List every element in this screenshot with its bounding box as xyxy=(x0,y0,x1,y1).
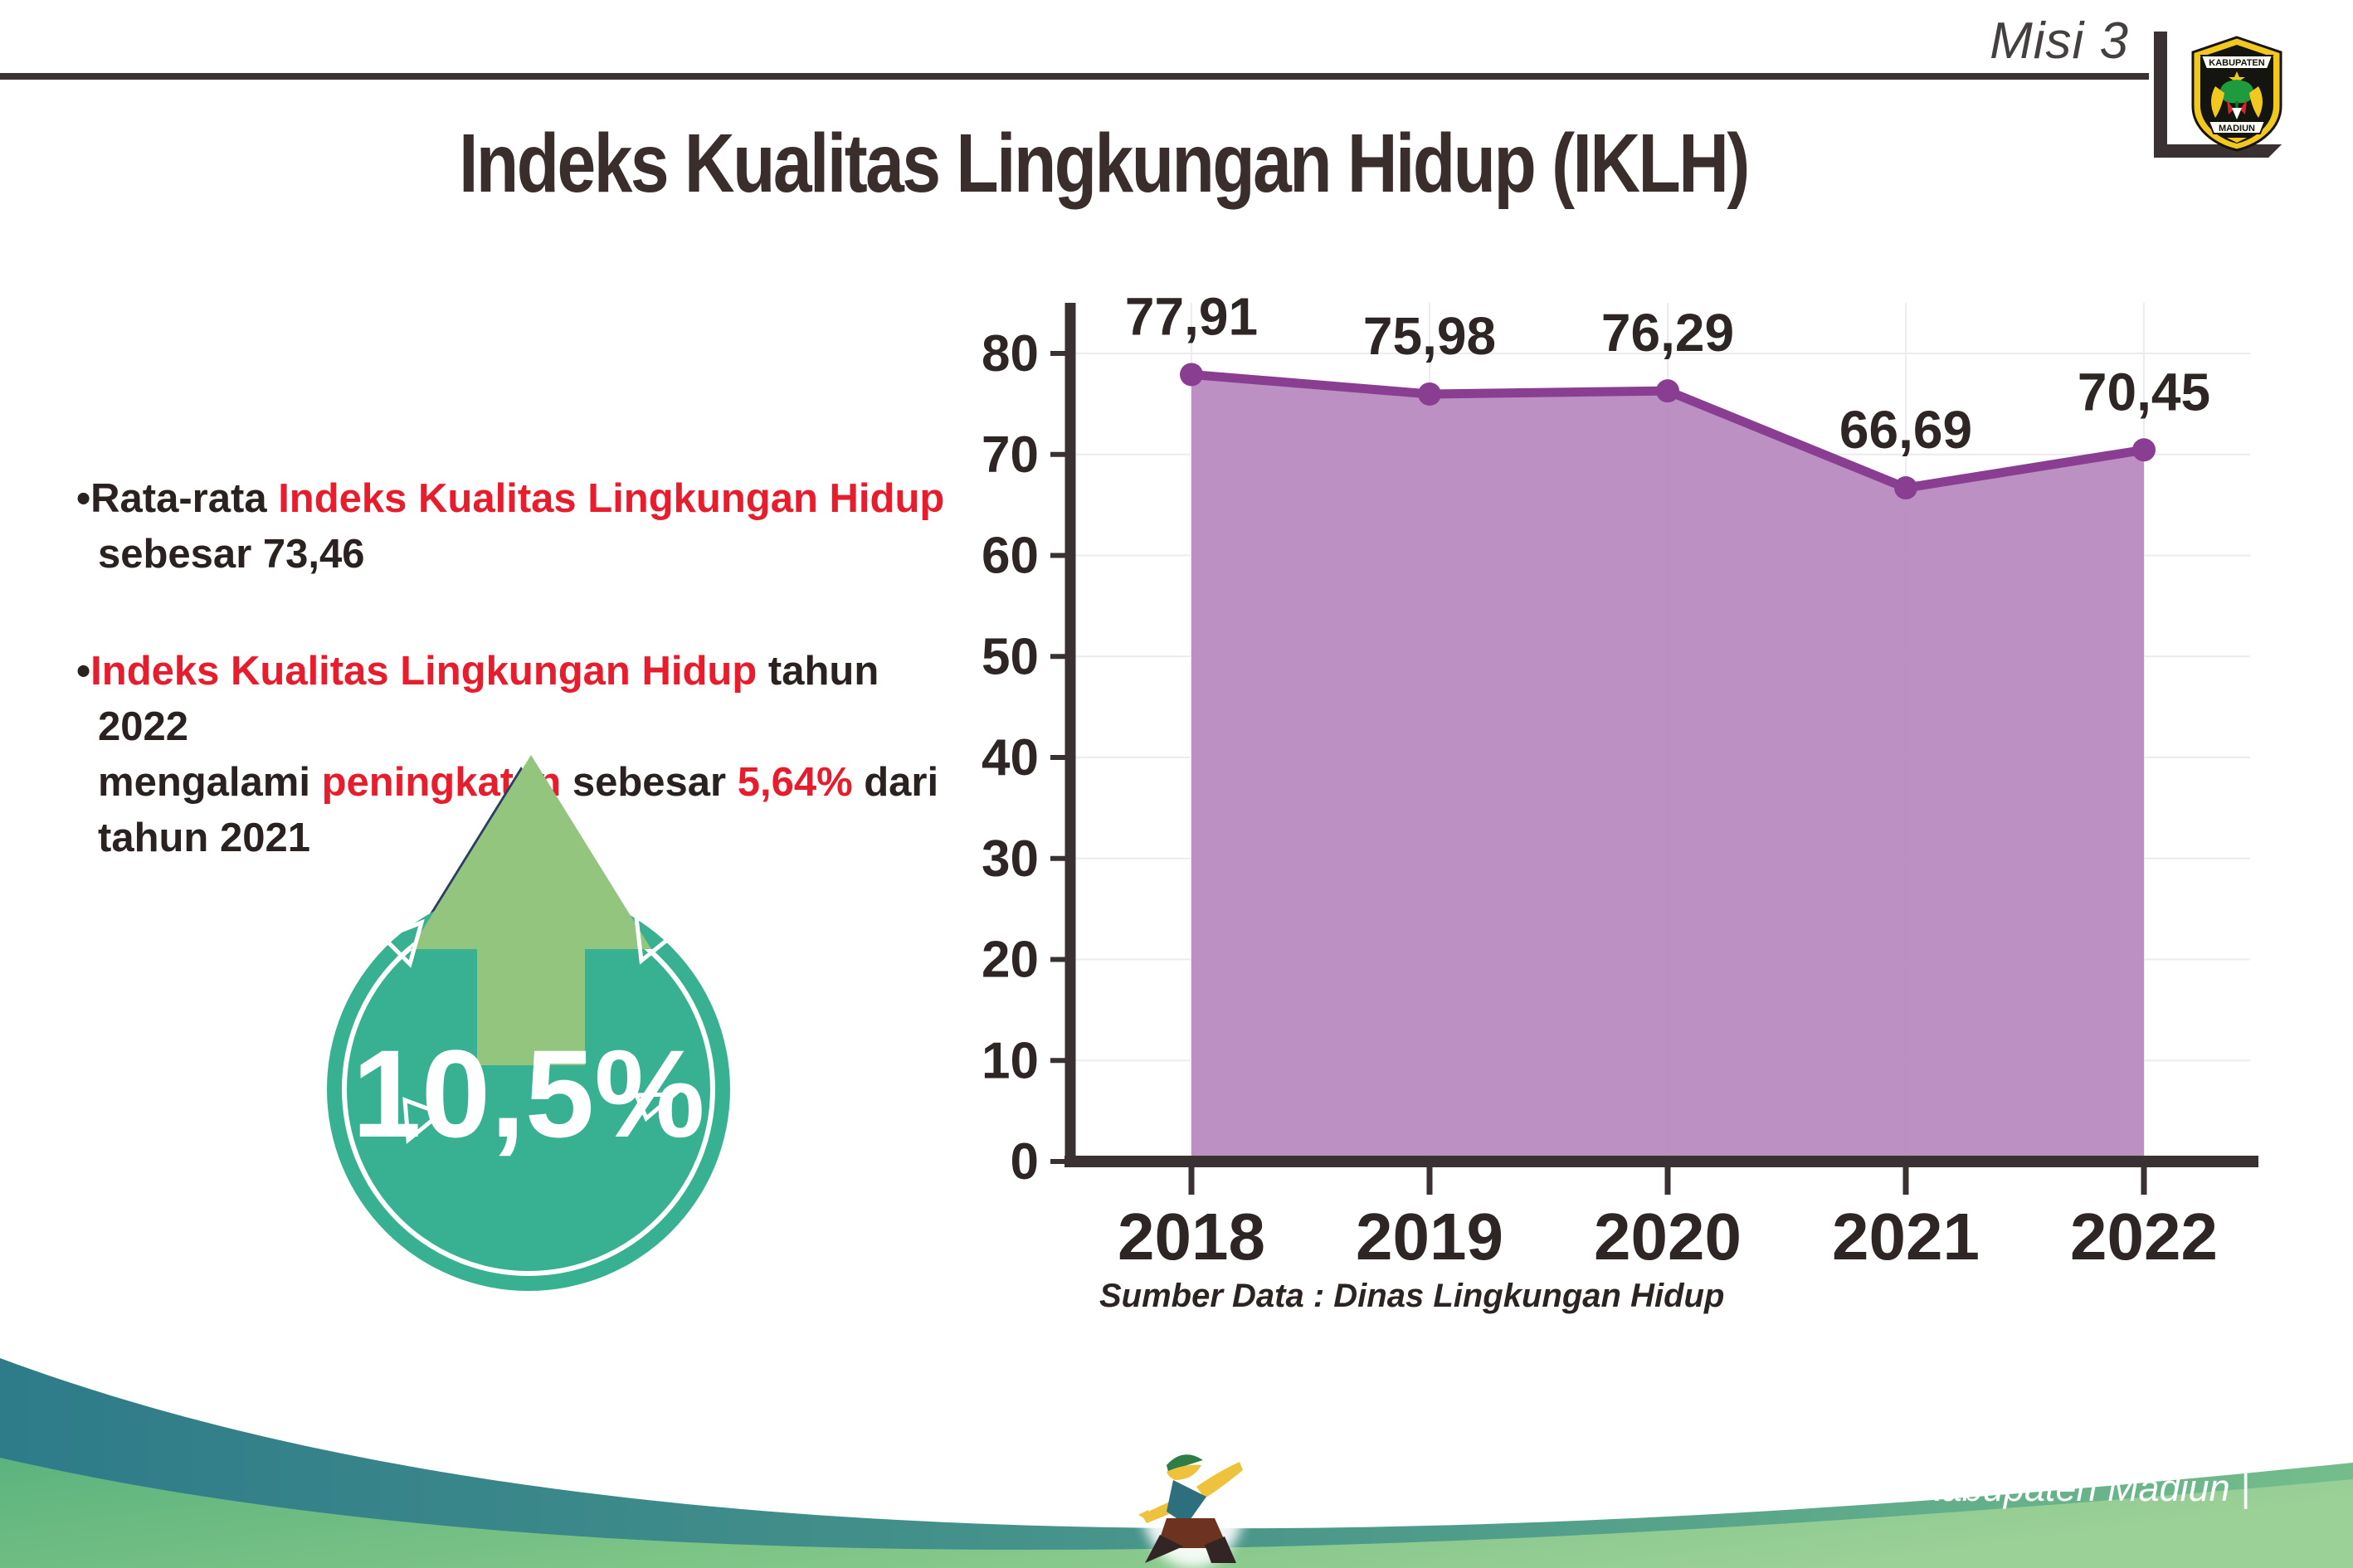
logo-wing-right xyxy=(2249,86,2263,118)
wave-teal xyxy=(0,1358,2353,1568)
logo-bottom-text: MADIUN xyxy=(2219,124,2255,134)
y-tick-label: 40 xyxy=(982,729,1039,786)
mascot-icon xyxy=(1138,1442,1245,1568)
logo-accent-left xyxy=(2227,100,2234,114)
mascot-face xyxy=(1167,1464,1201,1480)
bullet-marker: • xyxy=(76,476,91,521)
x-tick-label: 2022 xyxy=(2070,1200,2218,1273)
badge-value: 10,5% xyxy=(352,1024,704,1163)
logo-wing-left xyxy=(2211,86,2224,118)
bullet-segment: Indeks Kualitas Lingkungan Hidup xyxy=(278,476,945,521)
y-tick-label: 10 xyxy=(982,1032,1039,1089)
bullet-segment: Indeks Kualitas Lingkungan Hidup xyxy=(90,649,758,694)
logo-tree xyxy=(2219,80,2254,104)
bullet-segment: tahun 2022 mengalami xyxy=(98,649,879,805)
data-point xyxy=(1656,379,1679,403)
y-tick-label: 20 xyxy=(982,932,1039,989)
bullet-segment: dari tahun 2021 xyxy=(98,760,939,860)
x-tick-label: 2019 xyxy=(1356,1200,1503,1273)
kabupaten-madiun-logo: KABUPATEN MADIUN xyxy=(2191,36,2282,152)
footer-caption: Media Infografis Data Statistik Sektoral… xyxy=(1263,1467,2250,1509)
y-tick-label: 0 xyxy=(1011,1133,1039,1191)
y-tick-label: 30 xyxy=(982,830,1039,888)
bullet-segment: sebesar xyxy=(561,760,738,805)
logo-accent-right xyxy=(2240,100,2247,114)
up-arrow-icon xyxy=(411,755,651,1065)
mascot-arm-right xyxy=(1196,1462,1243,1498)
bullet-marker: • xyxy=(76,649,91,694)
bullet-item-2: •Indeks Kualitas Lingkungan Hidup tahun … xyxy=(76,644,964,866)
bullet-segment: sebesar 73,46 xyxy=(98,532,365,577)
bullet-item-1: •Rata-rata Indeks Kualitas Lingkungan Hi… xyxy=(76,471,964,582)
logo-base-mark xyxy=(2227,138,2247,143)
data-point xyxy=(1894,476,1917,500)
sparkle-triangle-ll xyxy=(402,1097,445,1144)
wave-green xyxy=(0,1458,2353,1568)
sparkle-triangle-ul xyxy=(379,918,425,968)
mascot-leg-left xyxy=(1145,1535,1183,1563)
area-fill xyxy=(1191,374,2144,1161)
chart-source: Sumber Data : Dinas Lingkungan Hidup xyxy=(1099,1278,1725,1314)
footer-waves xyxy=(0,1358,2353,1568)
iklh-chart: 77,91 75,98 76,29 66,69 70,45 0 10 20 30 40 50 60 70… xyxy=(982,286,2258,1273)
mascot-hand-left xyxy=(1138,1510,1150,1522)
value-label: 76,29 xyxy=(1601,303,1734,363)
y-tick-label: 60 xyxy=(982,528,1039,585)
misi-label: Misi 3 xyxy=(1990,12,2129,70)
header-rule xyxy=(0,73,2149,80)
logo-keris xyxy=(2232,108,2242,119)
value-label: 75,98 xyxy=(1363,306,1496,366)
x-tick-label: 2021 xyxy=(1832,1200,1980,1273)
logo-star xyxy=(2229,71,2245,86)
logo-corner-bracket xyxy=(2154,32,2282,158)
mascot-sash xyxy=(1167,1480,1206,1525)
page-title: Indeks Kualitas Lingkungan Hidup (IKLH) xyxy=(459,117,1750,210)
logo-ribbon-top xyxy=(2200,55,2274,70)
notes: •Rata-rata Indeks Kualitas Lingkungan Hi… xyxy=(76,471,964,928)
y-tick-label: 80 xyxy=(982,325,1039,382)
data-point xyxy=(2132,438,2156,462)
data-point xyxy=(1418,382,1441,406)
sparkle-triangle-lr xyxy=(633,1092,680,1122)
bullet-segment: Rata-rata xyxy=(90,476,279,521)
value-label: 77,91 xyxy=(1125,286,1258,346)
value-label: 70,45 xyxy=(2078,362,2210,421)
data-point xyxy=(1180,363,1203,387)
badge-circle xyxy=(327,888,730,1291)
x-tick-label: 2018 xyxy=(1118,1200,1265,1273)
mascot-skirt xyxy=(1157,1518,1228,1548)
increase-badge: 10,5% xyxy=(327,755,730,1291)
logo-ribbon-bottom xyxy=(2207,120,2267,134)
bullet-segment: 5,64% xyxy=(737,760,853,805)
logo-top-text: KABUPATEN xyxy=(2209,58,2264,68)
mascot-leg-right xyxy=(1205,1536,1236,1563)
mascot-cap xyxy=(1167,1454,1203,1472)
y-tick-label: 70 xyxy=(982,426,1039,484)
sparkle-triangle-ur xyxy=(634,914,680,965)
y-tick-label: 50 xyxy=(982,628,1039,685)
x-tick-label: 2020 xyxy=(1594,1200,1742,1273)
value-label: 66,69 xyxy=(1839,400,1972,460)
